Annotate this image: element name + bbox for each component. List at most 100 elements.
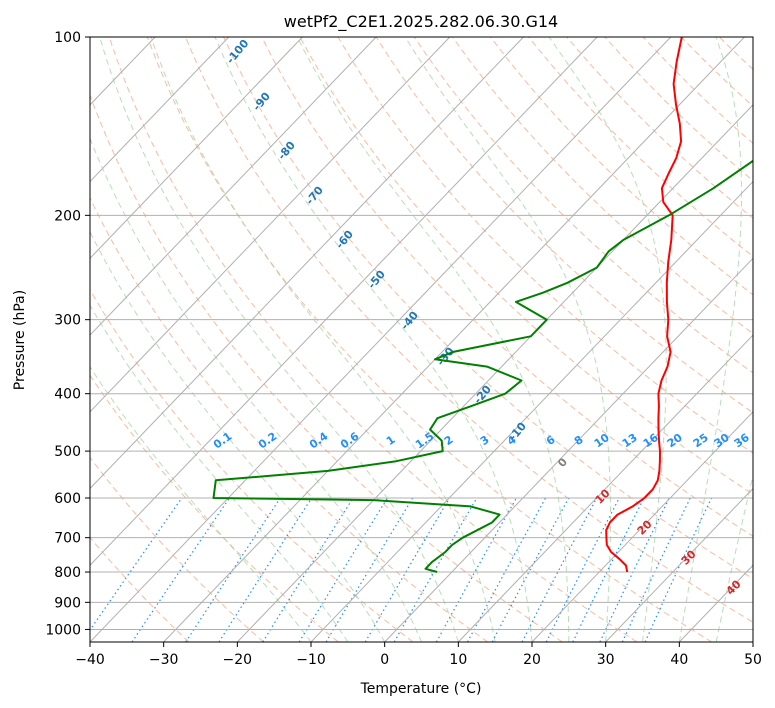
dry-adiabat-line xyxy=(299,37,753,495)
mixing-ratio-line xyxy=(364,497,451,642)
dry-adiabat-line xyxy=(451,37,753,335)
background-lines xyxy=(90,37,775,642)
dry-adiabat-line xyxy=(90,536,190,642)
moist-adiabat-label: -30 xyxy=(434,345,457,369)
dry-adiabat-label: 40 xyxy=(724,577,744,597)
moist-adiabat-label: -50 xyxy=(365,268,388,292)
mixing-ratio-line xyxy=(545,497,620,642)
dewpoint-line xyxy=(212,159,753,573)
y-tick-label: 800 xyxy=(54,565,81,581)
moist-adiabat-line xyxy=(715,473,753,642)
isotherm-line xyxy=(752,641,753,642)
dry-adiabat-line xyxy=(90,93,563,642)
dry-adiabat-line xyxy=(757,37,775,642)
moist-adiabat-label: -40 xyxy=(398,309,421,333)
chart-title: wetPf2_C2E1.2025.282.06.30.G14 xyxy=(284,12,558,32)
moist-adiabat-line xyxy=(150,37,496,642)
moist-adiabat-line xyxy=(90,304,349,642)
x-tick-label: −30 xyxy=(149,652,179,668)
dry-adiabat-line xyxy=(718,37,753,71)
moist-adiabat-line xyxy=(548,37,667,642)
moist-adiabat-label: 0 xyxy=(555,455,570,469)
pressure-gridlines xyxy=(90,37,753,630)
x-tick-label: 10 xyxy=(449,652,467,668)
dry-adiabat-label: 20 xyxy=(635,517,655,537)
plot-frame xyxy=(89,36,754,643)
moist-adiabat-label: -70 xyxy=(303,184,326,208)
y-tick-label: 400 xyxy=(54,387,81,403)
mixing-ratio-line xyxy=(521,497,598,642)
mixing-ratio-label: 0.4 xyxy=(307,429,331,451)
isotherm-line xyxy=(0,37,8,642)
y-axis-ticks: 100 200 300 400 500 600 700 800 900 1000 xyxy=(45,30,90,638)
mixing-ratio-line xyxy=(621,497,691,642)
dry-adiabat-line xyxy=(566,37,753,219)
isotherm-lines xyxy=(0,37,753,642)
y-tick-label: 200 xyxy=(54,208,81,224)
x-tick-label: −10 xyxy=(296,652,326,668)
y-tick-label: 600 xyxy=(54,491,81,507)
mixing-ratio-line xyxy=(572,497,645,642)
moist-adiabat-line xyxy=(214,37,533,642)
isotherm-line xyxy=(90,37,230,183)
moist-adiabat-line xyxy=(99,37,459,642)
adiabat-labels: 0.1 0.2 0.4 0.6 1 1.5 2 3 4 6 8 10 13 16 20 25 30 36-100-… xyxy=(211,37,752,598)
dry-adiabat-line xyxy=(261,37,753,537)
moist-adiabat-line xyxy=(678,37,742,642)
profile-series xyxy=(212,37,753,573)
mixing-ratio-line xyxy=(325,497,414,642)
y-tick-label: 100 xyxy=(54,30,81,46)
isotherm-line xyxy=(90,37,598,566)
x-tick-label: 20 xyxy=(523,652,541,668)
isotherm-line xyxy=(90,37,377,336)
x-axis-ticks: −40 −30 −20 −10 0 10 20 30 40 50 xyxy=(75,642,762,668)
temperature-line xyxy=(605,37,683,573)
dry-adiabat-line xyxy=(413,37,753,374)
x-axis-label: Temperature (°C) xyxy=(360,681,482,697)
mixing-ratio-line xyxy=(262,497,354,642)
moist-adiabat-line xyxy=(90,365,312,642)
isotherm-line xyxy=(90,37,451,413)
mixing-ratio-line xyxy=(90,497,183,632)
x-tick-label: 50 xyxy=(744,652,762,668)
isotherm-line xyxy=(531,411,753,642)
mixing-ratio-label: 13 xyxy=(620,431,640,450)
mixing-ratio-line xyxy=(218,497,313,642)
mixing-ratio-line xyxy=(185,497,281,642)
moist-adiabat-line xyxy=(296,37,570,642)
isotherm-line xyxy=(90,37,672,642)
isotherm-line xyxy=(310,180,753,642)
dry-adiabat-line xyxy=(108,37,638,642)
isotherm-line xyxy=(90,37,303,260)
y-tick-label: 700 xyxy=(54,531,81,547)
x-tick-label: 0 xyxy=(380,652,389,668)
x-tick-label: −40 xyxy=(75,652,105,668)
isotherm-line xyxy=(384,257,753,642)
mixing-ratio-label: 6 xyxy=(544,433,558,448)
isotherm-line xyxy=(605,487,753,642)
x-tick-label: 30 xyxy=(597,652,615,668)
mixing-ratio-label: 25 xyxy=(691,431,711,450)
mixing-ratio-line xyxy=(644,497,713,642)
dry-adiabat-line xyxy=(90,456,264,642)
y-tick-label: 900 xyxy=(54,595,81,611)
dry-adiabat-line xyxy=(223,37,753,580)
dry-adiabat-line xyxy=(337,37,753,454)
dry-adiabat-line xyxy=(90,288,414,642)
moist-adiabat-line xyxy=(90,230,386,642)
dry-adiabat-label: 30 xyxy=(679,547,699,567)
dry-adiabat-line xyxy=(90,196,488,642)
mixing-ratio-label: 20 xyxy=(665,431,685,451)
mixing-ratio-label: 36 xyxy=(732,431,752,451)
y-axis-label: Pressure (hPa) xyxy=(12,290,28,390)
mixing-ratio-label: 10 xyxy=(592,431,612,451)
mixing-ratio-label: 0.1 xyxy=(211,430,234,452)
dry-adiabat-line xyxy=(528,37,753,257)
dry-adiabat-line xyxy=(184,37,753,623)
y-tick-label: 1000 xyxy=(45,622,81,638)
y-tick-label: 300 xyxy=(54,313,81,329)
mixing-ratio-label: 30 xyxy=(712,431,732,451)
mixing-ratio-line xyxy=(131,497,230,642)
